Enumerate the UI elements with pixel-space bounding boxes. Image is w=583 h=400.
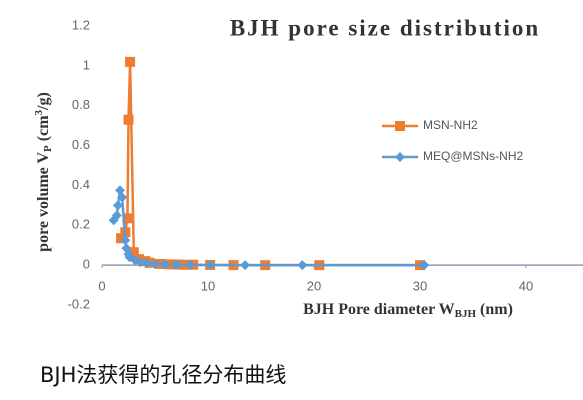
y-tick-label: 1 (83, 57, 90, 72)
data-point (141, 258, 152, 269)
data-point (205, 259, 216, 270)
chart-title: BJH pore size distribution (230, 15, 540, 40)
y-label-sub: P (42, 145, 54, 152)
data-point (116, 233, 127, 244)
y-label-part: pore volume V (35, 152, 52, 252)
y-tick-label: 0.4 (72, 177, 90, 192)
data-point (120, 235, 131, 246)
legend-marker (395, 152, 405, 162)
legend-marker (395, 121, 405, 131)
x-tick-label: 20 (307, 278, 321, 293)
data-point (111, 210, 122, 221)
caption: BJH法获得的孔径分布曲线 (40, 363, 286, 387)
data-point (171, 259, 182, 270)
x-tick-label: 0 (98, 278, 105, 293)
y-axis-label: pore volume VP (cm3/g) (33, 92, 54, 252)
y-tick-label: 0.6 (72, 137, 90, 152)
data-point (150, 259, 160, 270)
y-label-sup: 3 (33, 109, 45, 115)
data-point (240, 260, 251, 271)
y-tick-label: 0.2 (72, 217, 90, 232)
x-axis-label: BJH Pore diameter WBJH (nm) (303, 301, 513, 320)
x-tick-label: 40 (519, 278, 533, 293)
x-label-part: BJH Pore diameter W (303, 301, 455, 318)
data-point (123, 114, 134, 125)
x-tick-label: 30 (413, 278, 427, 293)
data-point (159, 259, 170, 270)
data-point (125, 56, 136, 67)
legend-label: MSN-NH2 (423, 118, 478, 132)
series-line (112, 190, 425, 267)
data-point (122, 213, 133, 224)
data-point (419, 260, 430, 271)
x-label-part: (nm) (476, 301, 513, 318)
y-label-part: /g) (35, 92, 52, 111)
data-point (297, 260, 308, 271)
y-tick-label: 0 (83, 257, 90, 272)
x-label-sub: BJH (455, 308, 477, 320)
data-point (135, 257, 146, 268)
data-point (184, 259, 195, 270)
data-point (117, 192, 128, 203)
data-point (128, 247, 139, 258)
y-label-part: (cm (35, 115, 52, 145)
y-tick-label: 0.8 (72, 97, 90, 112)
y-tick-label: 1.2 (72, 17, 90, 32)
legend-label: MEQ@MSNs-NH2 (423, 149, 524, 163)
x-tick-label: 10 (201, 278, 215, 293)
y-tick-label: -0.2 (68, 296, 90, 311)
data-point (112, 200, 123, 211)
series-line (120, 61, 420, 267)
data-point (121, 243, 132, 254)
